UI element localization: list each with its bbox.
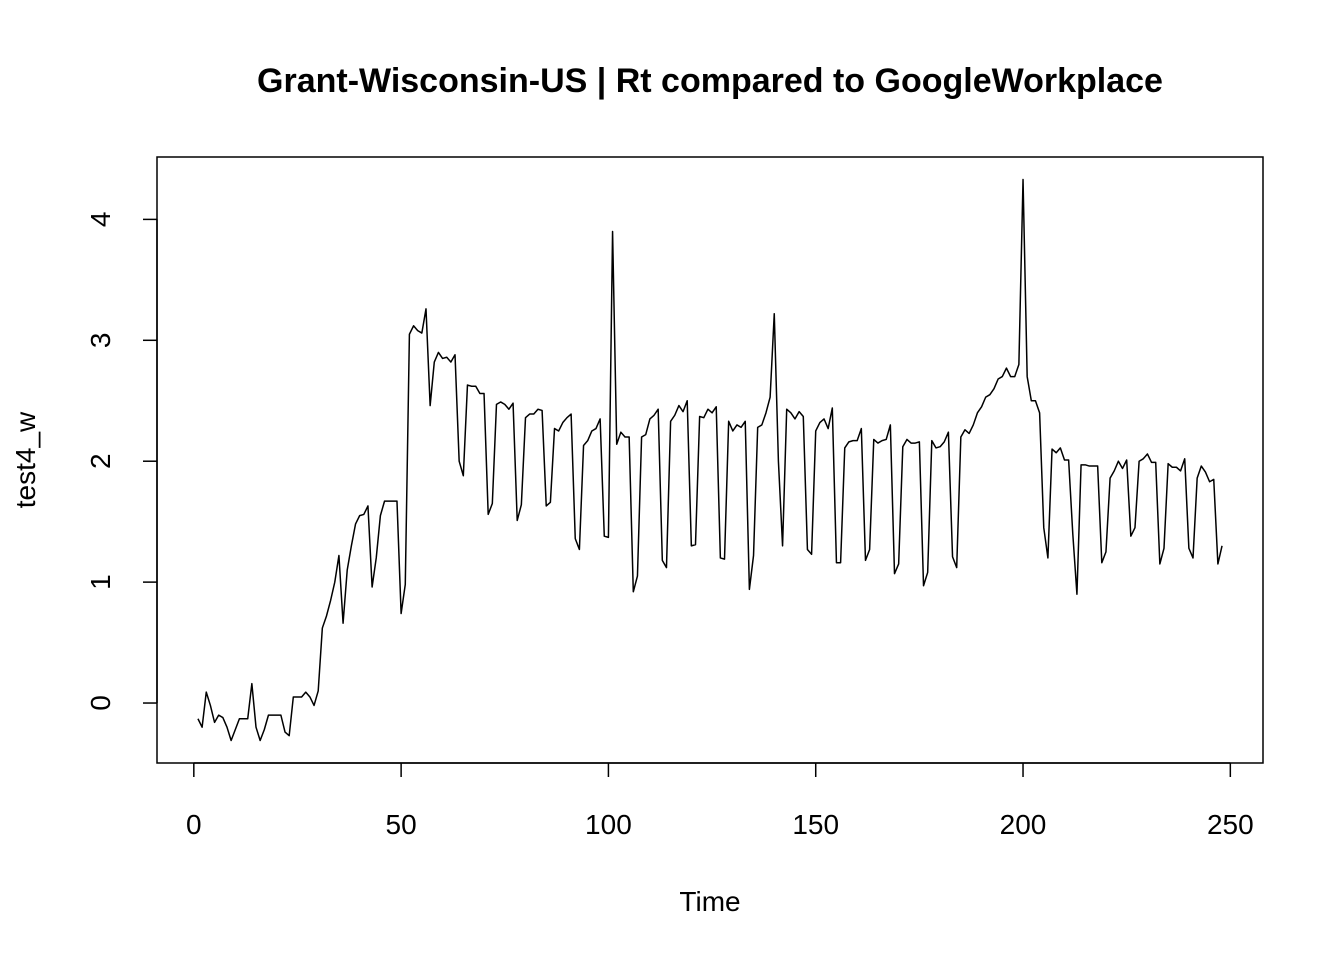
y-axis-label: test4_w [10,411,41,508]
y-tick-label: 0 [85,695,116,711]
series-line [197,178,1223,742]
x-tick-label: 250 [1207,809,1254,840]
y-tick-label: 4 [85,212,116,228]
chart-title: Grant-Wisconsin-US | Rt compared to Goog… [257,62,1163,100]
x-tick-label: 100 [585,809,632,840]
x-axis-label: Time [679,886,740,917]
x-tick-label: 150 [792,809,839,840]
x-tick-label: 50 [386,809,417,840]
y-tick-label: 2 [85,453,116,469]
y-tick-label: 3 [85,333,116,349]
x-tick-label: 200 [1000,809,1047,840]
y-tick-label: 1 [85,574,116,590]
x-tick-label: 0 [186,809,202,840]
